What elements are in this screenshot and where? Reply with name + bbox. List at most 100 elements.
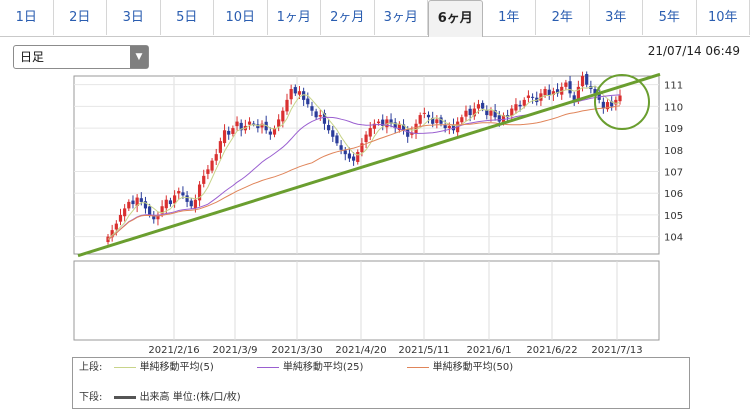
candle-body [335, 135, 339, 144]
tab-8[interactable]: 6ヶ月 [428, 0, 483, 37]
candle-body [177, 191, 181, 194]
candle-body [580, 76, 585, 87]
candle-body [389, 119, 393, 124]
candle-body [331, 130, 335, 137]
candle-body [181, 192, 185, 196]
tab-4[interactable]: 10日 [214, 0, 268, 35]
candle-body [443, 125, 447, 129]
candle-body [351, 156, 356, 161]
chevron-down-icon[interactable]: ▼ [130, 46, 148, 68]
y-tick-label: 110 [664, 102, 683, 113]
tab-5[interactable]: 1ヶ月 [268, 0, 321, 35]
candle-body [327, 125, 331, 131]
tab-11[interactable]: 3年 [590, 0, 643, 35]
candle-body [447, 125, 451, 129]
y-tick-label: 104 [664, 233, 683, 244]
candle-body [451, 124, 456, 131]
candle-body [231, 128, 235, 134]
y-tick-label: 105 [664, 211, 683, 222]
period-tabs: 1日 2日 3日 5日 10日 1ヶ月 2ヶ月 3ヶ月 6ヶ月 1年 2年 3年 5年 10年 [0, 0, 750, 37]
tab-6[interactable]: 2ヶ月 [321, 0, 375, 35]
x-tick-label: 2021/5/11 [398, 345, 449, 356]
candle-body [364, 134, 368, 142]
candle-body [372, 123, 377, 129]
candle-body [381, 119, 385, 126]
x-tick-label: 2021/3/9 [213, 345, 258, 356]
candle-body [526, 95, 531, 98]
tab-12[interactable]: 5年 [643, 0, 697, 35]
candle-body [168, 200, 173, 205]
candle-body [148, 206, 152, 215]
candle-type-select[interactable]: 日足 ▼ [13, 45, 149, 69]
candle-body [322, 113, 327, 124]
candle-body [247, 121, 252, 125]
trendline [77, 72, 661, 258]
candle-body [310, 106, 314, 111]
tab-1[interactable]: 2日 [54, 0, 107, 35]
candle-body [460, 117, 464, 123]
candle-body [289, 89, 293, 100]
candle-body [160, 206, 164, 214]
y-tick-label: 106 [664, 189, 683, 200]
legend-lower-row: 下段: 出来高 単位:(株/口/枚) [79, 391, 241, 405]
legend-sma5-swatch [113, 366, 136, 368]
tab-9[interactable]: 1年 [483, 0, 536, 35]
x-tick-label: 2021/2/16 [148, 345, 199, 356]
candle-body [127, 201, 131, 209]
candle-body [476, 104, 481, 109]
candle-body [530, 96, 535, 98]
x-tick-label: 2021/7/13 [591, 345, 642, 356]
legend-sma50-swatch [406, 366, 429, 368]
candle-body [347, 153, 352, 159]
candle-body [410, 132, 414, 135]
candle-body [206, 169, 210, 174]
tab-3[interactable]: 5日 [161, 0, 214, 35]
candle-body [293, 87, 297, 94]
tab-2[interactable]: 3日 [107, 0, 161, 35]
candle-body [210, 160, 214, 171]
candle-body [510, 108, 514, 116]
candle-body [156, 214, 160, 220]
candle-body [139, 198, 143, 202]
y-tick-label: 111 [664, 81, 683, 92]
candle-body [551, 91, 555, 95]
legend-upper-label: 上段: [79, 362, 103, 373]
candle-body [426, 114, 431, 118]
candle-body [306, 98, 310, 105]
tab-7[interactable]: 3ヶ月 [375, 0, 428, 35]
tab-0[interactable]: 1日 [0, 0, 54, 35]
candle-body [618, 95, 622, 102]
candle-body [227, 130, 231, 135]
legend-sma50: 単純移動平均(50) [432, 362, 514, 373]
candle-body [597, 92, 601, 100]
candle-body [572, 95, 576, 100]
candle-body [439, 117, 443, 124]
candle-body [277, 119, 281, 127]
candle-body [406, 129, 410, 137]
candle-body [285, 99, 289, 112]
ma-line-50 [107, 105, 621, 241]
candle-body [235, 121, 239, 127]
timestamp: 21/07/14 06:49 [647, 44, 740, 58]
candle-body [481, 102, 485, 109]
tab-13[interactable]: 10年 [697, 0, 750, 35]
x-tick-label: 2021/3/30 [271, 345, 322, 356]
candle-body [272, 128, 277, 135]
candle-body [123, 208, 127, 217]
legend-upper-row: 上段: 単純移動平均(5) 単純移動平均(25) 単純移動平均(50) [79, 361, 513, 375]
ma-line-5 [107, 85, 621, 240]
candle-body [360, 143, 364, 152]
candle-body [376, 121, 381, 124]
candle-body [185, 195, 189, 202]
y-tick-label: 108 [664, 146, 683, 157]
candle-body [605, 102, 610, 110]
tab-10[interactable]: 2年 [536, 0, 590, 35]
candle-body [431, 117, 435, 124]
candle-body [514, 104, 518, 111]
x-tick-label: 2021/6/22 [526, 345, 577, 356]
candle-body [568, 81, 572, 94]
candle-body [135, 197, 139, 207]
candle-body [152, 216, 156, 220]
candle-body [576, 86, 580, 101]
candle-body [314, 111, 318, 118]
